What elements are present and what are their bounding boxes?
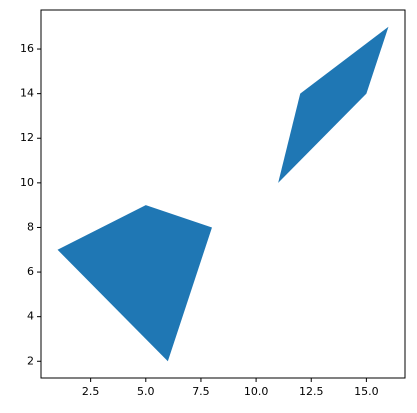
y-tick-label: 16: [20, 42, 34, 55]
y-tick-label: 14: [20, 87, 34, 100]
axes-frame: [40, 9, 406, 379]
polygon: [278, 26, 389, 183]
polygon: [57, 205, 212, 362]
y-tick-label: 10: [20, 176, 34, 189]
y-tick-label: 6: [27, 265, 34, 278]
x-tick-label: 2.5: [82, 385, 100, 398]
x-tick-label: 15.0: [354, 385, 379, 398]
x-tick-label: 12.5: [299, 385, 324, 398]
x-tick-label: 5.0: [137, 385, 155, 398]
x-tick-label: 7.5: [192, 385, 210, 398]
y-tick-label: 4: [27, 310, 34, 323]
y-tick-label: 12: [20, 131, 34, 144]
y-tick-label: 8: [27, 220, 34, 233]
x-tick-label: 10.0: [244, 385, 269, 398]
y-tick-label: 2: [27, 354, 34, 367]
